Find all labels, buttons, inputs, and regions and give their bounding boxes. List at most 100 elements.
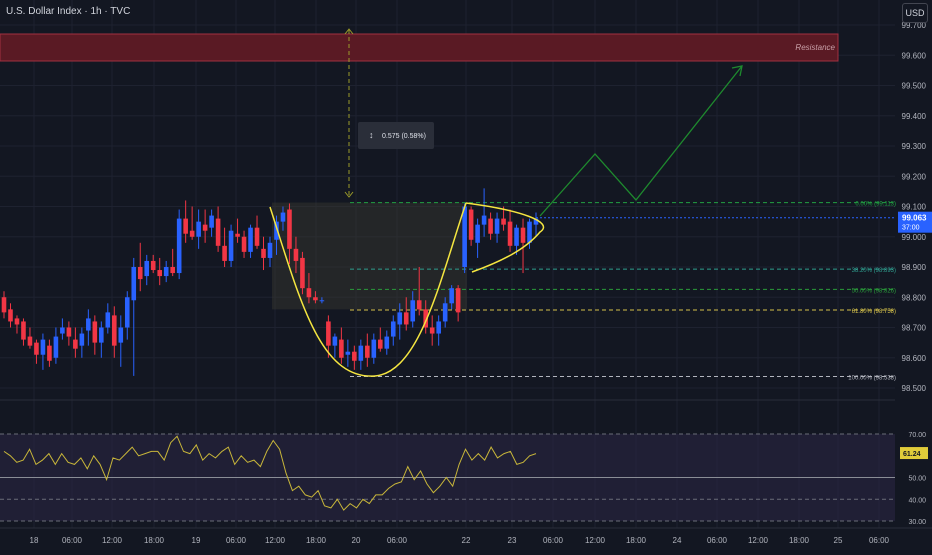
y-tick-label: 99.100 <box>902 203 927 212</box>
resistance-rect <box>0 33 839 62</box>
candle-body <box>507 221 513 246</box>
fibonacci-retracement: 0.00% (99.113) 38.20% (98.893) 50.00% (98.… <box>272 202 896 382</box>
candle-body <box>403 312 409 325</box>
candle-body <box>202 224 208 231</box>
candle-body <box>170 267 175 274</box>
symbol-title[interactable]: U.S. Dollar Index · 1h · TVC <box>6 6 131 17</box>
candle-body <box>248 227 253 252</box>
currency-button[interactable]: USD <box>902 3 928 23</box>
candle-body <box>215 218 221 246</box>
candle-body <box>371 339 377 358</box>
candle-body <box>293 248 299 261</box>
candle-body <box>228 230 234 261</box>
fib-label: 61.80% (98.758) <box>852 309 896 315</box>
candle-body <box>53 336 59 358</box>
candle-body <box>163 267 169 277</box>
fib-label: 50.00% (98.826) <box>852 288 896 294</box>
candle-body <box>488 218 493 234</box>
candle-body <box>345 351 351 355</box>
candle-body <box>390 321 396 337</box>
x-tick-label: 06:00 <box>226 536 247 545</box>
candle-body <box>462 206 467 267</box>
candle-body <box>306 288 312 298</box>
axes: 99.700 99.600 99.500 99.400 99.300 99.200 99.1… <box>0 21 932 545</box>
candle-body <box>332 336 338 346</box>
candle-body <box>423 309 429 328</box>
candle-body <box>176 218 182 274</box>
candle-body <box>494 218 500 234</box>
candle-body <box>235 233 240 237</box>
y-tick-label: 98.900 <box>902 263 927 272</box>
candle-body <box>468 209 474 240</box>
x-tick-label: 06:00 <box>707 536 728 545</box>
projection-line <box>539 65 743 217</box>
candle-body <box>326 321 331 346</box>
rsi-level-label: 50.00 <box>908 476 926 483</box>
rsi-panel: 70.00 50.00 40.00 30.00 61.24 <box>0 432 928 526</box>
candle-body <box>352 351 357 361</box>
y-tick-label: 99.400 <box>902 112 927 121</box>
candle-body <box>527 221 532 243</box>
candle-body <box>449 288 454 304</box>
x-tick-label: 06:00 <box>869 536 890 545</box>
candle-body <box>118 327 124 343</box>
y-tick-label: 99.500 <box>902 82 927 91</box>
y-tick-label: 98.500 <box>902 384 927 393</box>
fib-label: 0.00% (99.113) <box>855 202 896 208</box>
candle-body <box>397 312 403 325</box>
x-tick-label: 18:00 <box>144 536 165 545</box>
candle-body <box>8 309 13 322</box>
resistance-zone: Resistance <box>0 33 839 62</box>
candle-body <box>520 227 526 243</box>
y-tick-label: 99.200 <box>902 172 927 181</box>
last-price-tag <box>898 211 932 233</box>
candle-body <box>60 327 65 334</box>
candle-body <box>209 215 214 228</box>
rsi-value: 61.24 <box>903 451 921 458</box>
x-tick-label: 23 <box>508 536 517 545</box>
candle-body <box>365 345 370 358</box>
cup-curve <box>269 202 467 377</box>
measure-tool: ↕ 0.575 (0.58%) <box>344 28 434 198</box>
x-tick-label: 12:00 <box>585 536 606 545</box>
rsi-level-label: 40.00 <box>908 497 926 504</box>
candle-body <box>73 339 78 349</box>
measure-icon: ↕ <box>369 130 374 140</box>
y-tick-label: 98.700 <box>902 324 927 333</box>
candle-body <box>429 327 435 334</box>
fib-shaded-area <box>272 202 467 310</box>
x-tick-label: 12:00 <box>102 536 123 545</box>
x-tick-label: 20 <box>352 536 361 545</box>
candle-body <box>21 321 26 340</box>
candle-body <box>183 218 188 234</box>
measure-box <box>358 122 434 149</box>
measure-arrow-top <box>344 28 354 35</box>
candle-body <box>455 288 461 313</box>
candle-body <box>105 312 111 328</box>
candle-body <box>111 315 117 346</box>
candle-body <box>501 218 506 225</box>
candle-body <box>196 221 201 237</box>
projection-arrowhead <box>731 65 743 77</box>
candle-body <box>66 327 72 337</box>
candle-body <box>300 257 305 289</box>
resistance-label: Resistance <box>795 43 835 52</box>
rsi-level-label: 70.00 <box>908 432 926 439</box>
measure-arrow-bottom <box>344 191 354 198</box>
candle-body <box>287 209 292 249</box>
candle-body <box>79 333 85 346</box>
x-tick-label: 06:00 <box>387 536 408 545</box>
x-tick-label: 12:00 <box>748 536 769 545</box>
rsi-value-tag <box>900 447 928 460</box>
candle-body <box>124 297 130 328</box>
y-tick-label: 98.800 <box>902 293 927 302</box>
candle-body <box>150 260 156 271</box>
y-tick-label: 98.600 <box>902 354 927 363</box>
candle-body <box>533 218 539 225</box>
candle-body <box>254 227 260 246</box>
measure-label: 0.575 (0.58%) <box>382 133 426 140</box>
candle-body <box>475 224 480 243</box>
last-price-value: 99.063 <box>902 214 927 223</box>
